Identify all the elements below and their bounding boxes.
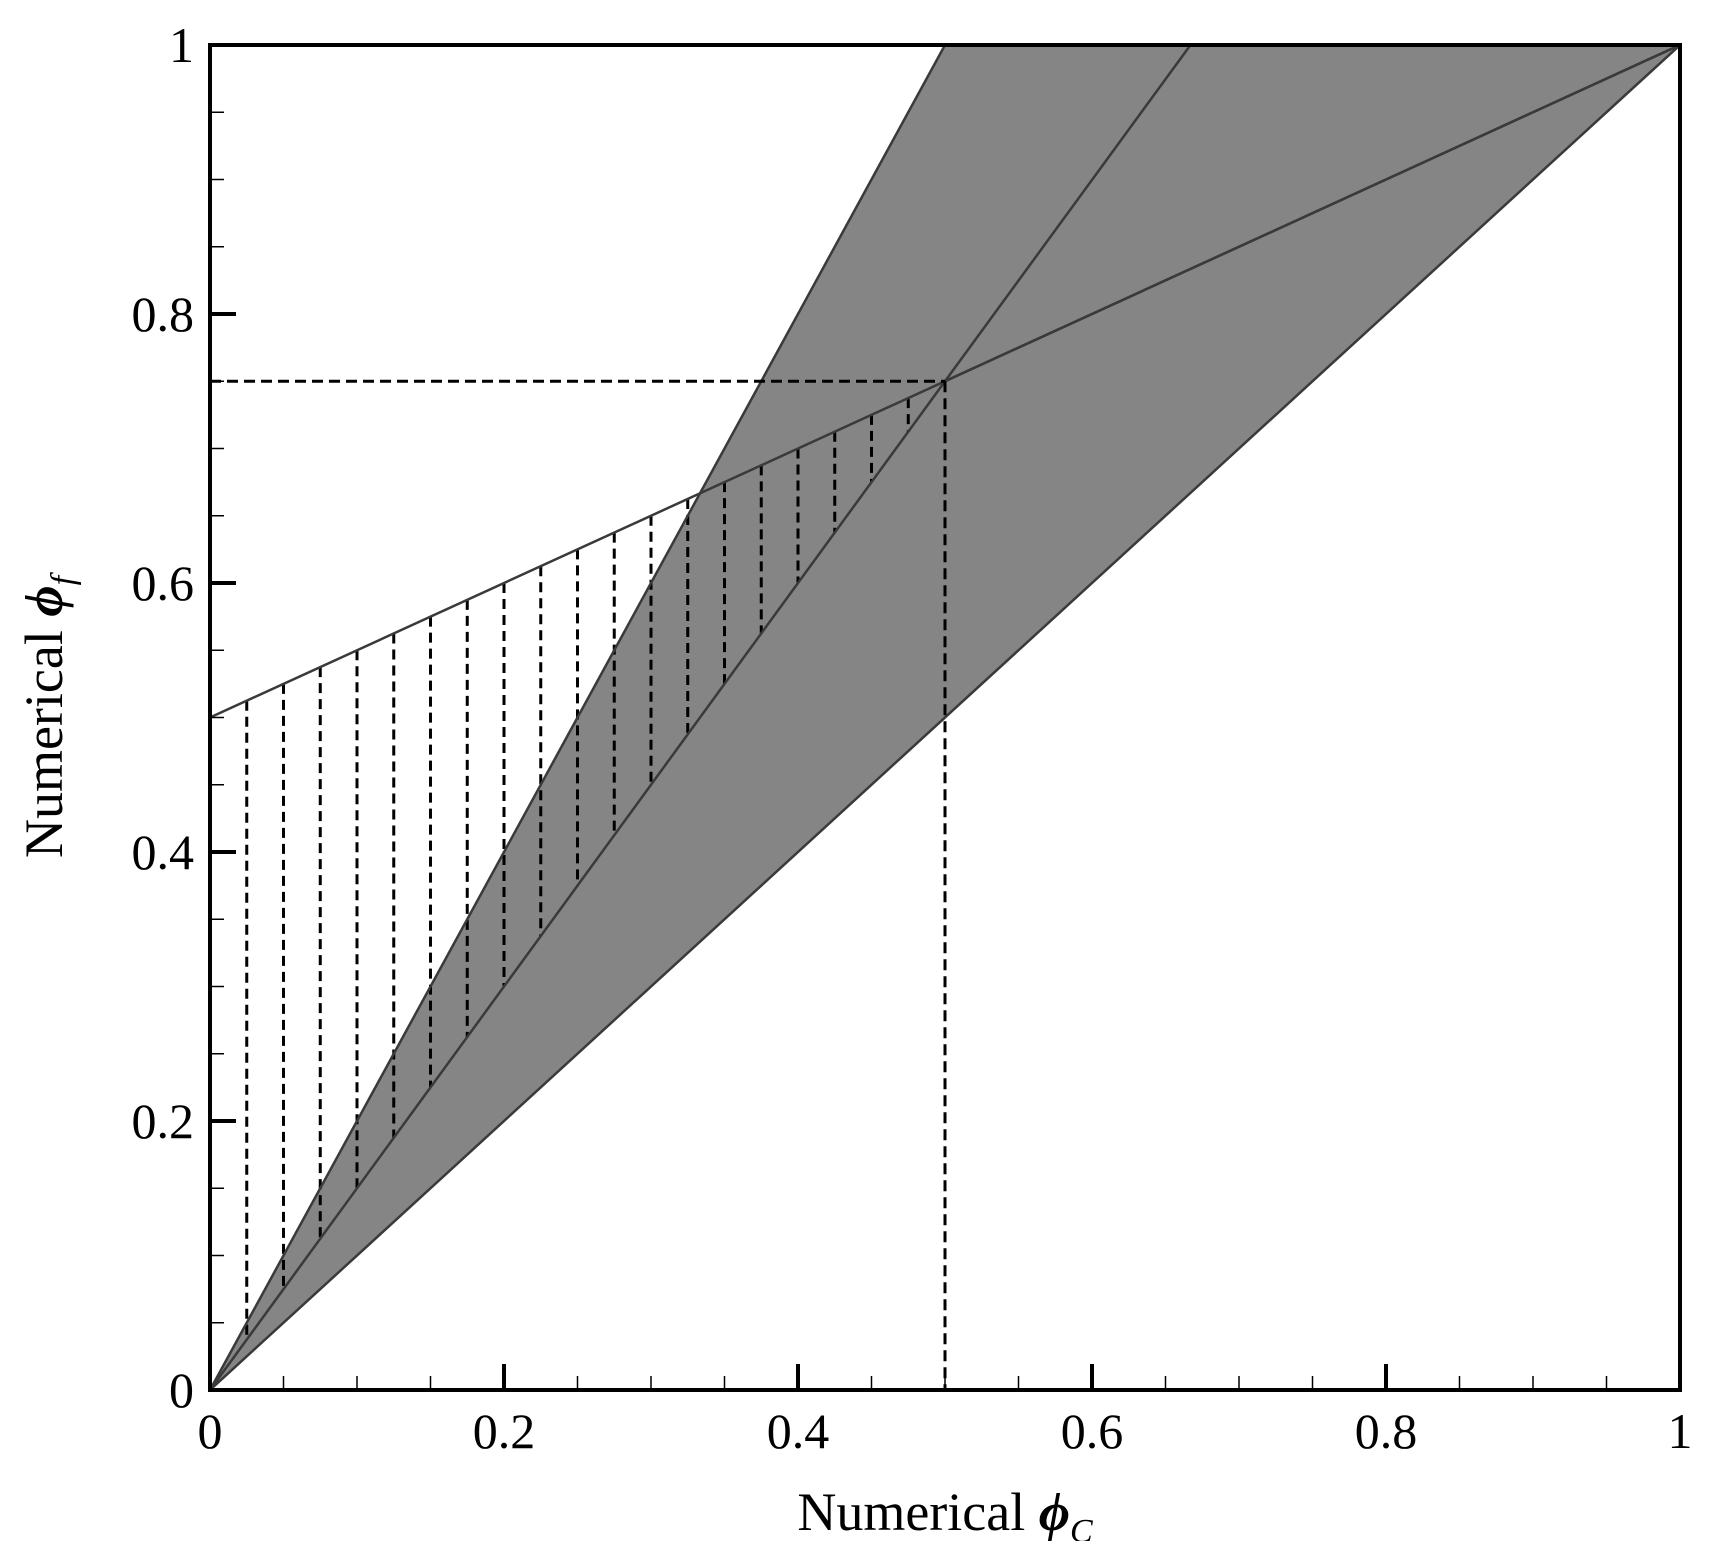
y-tick-label: 0.4: [132, 824, 195, 880]
boundary-line-4: [944, 45, 1680, 383]
x-tick-label: 0.8: [1355, 1403, 1418, 1459]
x-tick-label: 0: [198, 1403, 223, 1459]
x-axis-label-text: Numerical: [797, 1482, 1038, 1541]
y-tick-label: 0.2: [132, 1093, 195, 1149]
y-axis-label: Numerical ϕf: [14, 571, 82, 858]
x-axis-label: Numerical ϕC: [797, 1482, 1093, 1541]
x-tick-label: 0.4: [767, 1403, 830, 1459]
tick-labels: 0 0.2 0.4 0.6 0.8 1 0 0.2 0.4 0.6 0.8 1: [132, 17, 1693, 1459]
y-axis-label-symbol: ϕ: [14, 585, 74, 616]
boundary-line-0: [210, 45, 1680, 1390]
x-tick-label: 0.6: [1061, 1403, 1124, 1459]
x-tick-label: 0.2: [473, 1403, 536, 1459]
y-tick-label: 0: [169, 1362, 194, 1418]
reference-lines: [210, 379, 947, 1390]
x-tick-label: 1: [1668, 1403, 1693, 1459]
y-tick-label: 1: [169, 17, 194, 73]
hatching: [245, 398, 910, 1340]
y-tick-label: 0.6: [132, 555, 195, 611]
y-axis-label-text: Numerical: [14, 617, 74, 858]
boundary-line-1: [210, 45, 947, 1390]
axis-ticks: [210, 111, 1608, 1390]
y-tick-label: 0.8: [132, 286, 195, 342]
x-axis-label-symbol: ϕ: [1039, 1482, 1070, 1541]
x-axis-label-subscript: C: [1070, 1513, 1093, 1541]
y-axis-label-subscript: f: [45, 571, 82, 585]
